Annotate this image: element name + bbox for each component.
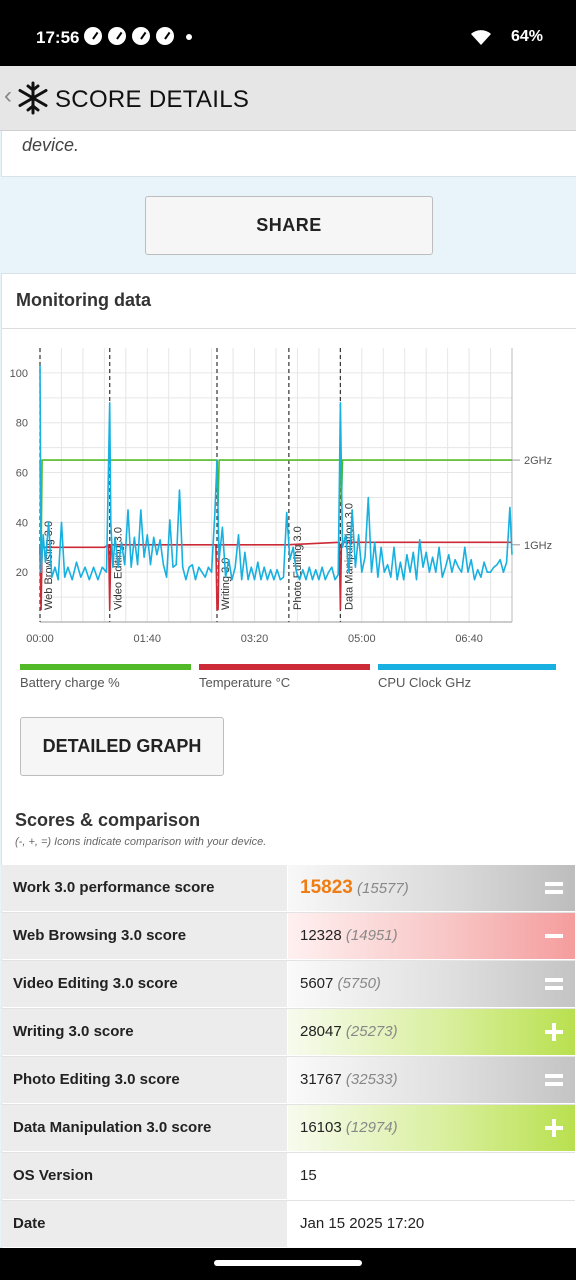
share-button[interactable]: SHARE bbox=[145, 196, 433, 255]
legend-battery: Battery charge % bbox=[20, 664, 191, 694]
battery-percent: 64% bbox=[511, 28, 544, 45]
score-value: 31767 bbox=[300, 1071, 342, 1088]
home-handle[interactable] bbox=[214, 1260, 362, 1266]
row-label: Data Manipulation 3.0 score bbox=[1, 1105, 287, 1151]
equal-icon bbox=[545, 882, 563, 894]
status-time: 17:56 bbox=[36, 28, 80, 47]
section-label: Web Browsing 3.0 bbox=[43, 521, 55, 610]
page-title: SCORE DETAILS bbox=[55, 86, 250, 113]
detailed-graph-button[interactable]: DETAILED GRAPH bbox=[20, 717, 224, 776]
plus-icon bbox=[545, 1023, 563, 1041]
navigation-bar bbox=[0, 1248, 576, 1280]
x-tick-label: 03:20 bbox=[241, 633, 269, 645]
section-label: Photo Editing 3.0 bbox=[292, 526, 304, 610]
divider bbox=[2, 328, 576, 329]
row-value: 12328 (14951) bbox=[288, 913, 575, 959]
date-value: Jan 15 2025 17:20 bbox=[300, 1215, 425, 1232]
legend-temperature: Temperature °C bbox=[199, 664, 370, 694]
os-version-value: 15 bbox=[300, 1167, 317, 1184]
score-reference: (14951) bbox=[345, 927, 398, 944]
row-label: Web Browsing 3.0 score bbox=[1, 913, 287, 959]
legend-temperature-label: Temperature °C bbox=[199, 675, 291, 690]
legend-temperature-swatch bbox=[199, 664, 370, 670]
score-reference: (12974) bbox=[345, 1119, 398, 1136]
score-value: 5607 bbox=[300, 975, 334, 992]
x-tick-label: 06:40 bbox=[455, 633, 483, 645]
equal-icon bbox=[545, 978, 563, 990]
plus-icon bbox=[545, 1119, 563, 1137]
notification-icons bbox=[84, 27, 174, 45]
row-value: 28047 (25273) bbox=[288, 1009, 575, 1055]
more-notifications-icon bbox=[186, 34, 192, 40]
table-row: Photo Editing 3.0 score 31767 (32533) bbox=[1, 1057, 575, 1105]
x-tick-label: 00:00 bbox=[26, 633, 54, 645]
row-value: 5607 (5750) bbox=[288, 961, 575, 1007]
table-row: Work 3.0 performance score 15823 (15577) bbox=[1, 865, 575, 913]
row-label: OS Version bbox=[1, 1153, 287, 1199]
work-score-value: 15823 bbox=[300, 877, 353, 898]
y-tick-label: 100 bbox=[10, 368, 28, 380]
table-row: Web Browsing 3.0 score 12328 (14951) bbox=[1, 913, 575, 961]
x-tick-label: 05:00 bbox=[348, 633, 376, 645]
y-tick-label: 60 bbox=[16, 468, 28, 480]
minus-icon bbox=[545, 934, 563, 938]
speedometer-icon bbox=[132, 27, 150, 45]
table-row: Writing 3.0 score 28047 (25273) bbox=[1, 1009, 575, 1057]
work-score-reference: (15577) bbox=[357, 880, 409, 897]
equal-icon bbox=[545, 1074, 563, 1086]
score-reference: (25273) bbox=[345, 1023, 398, 1040]
row-label: Date bbox=[1, 1201, 287, 1247]
scores-subtitle: (-, +, =) Icons indicate comparison with… bbox=[15, 836, 267, 848]
row-label: Video Editing 3.0 score bbox=[1, 961, 287, 1007]
cpu-clock-line bbox=[39, 365, 513, 581]
temperature-line bbox=[39, 541, 512, 611]
legend-cpu: CPU Clock GHz bbox=[378, 664, 556, 694]
legend-battery-swatch bbox=[20, 664, 191, 670]
legend-cpu-label: CPU Clock GHz bbox=[378, 675, 472, 690]
row-value: Jan 15 2025 17:20 bbox=[288, 1201, 575, 1247]
y-tick-label: 40 bbox=[16, 517, 28, 529]
section-label: Writing 3.0 bbox=[220, 558, 232, 610]
score-reference: (5750) bbox=[337, 975, 381, 992]
x-tick-label: 01:40 bbox=[134, 633, 162, 645]
speedometer-icon bbox=[156, 27, 174, 45]
legend-cpu-swatch bbox=[378, 664, 556, 670]
row-label: Photo Editing 3.0 score bbox=[1, 1057, 287, 1103]
y-tick-label: 20 bbox=[16, 567, 28, 579]
legend-battery-label: Battery charge % bbox=[20, 675, 120, 690]
score-table: Work 3.0 performance score 15823 (15577)… bbox=[1, 865, 575, 1249]
row-value: 15823 (15577) bbox=[288, 865, 575, 911]
speedometer-icon bbox=[84, 27, 102, 45]
score-value: 12328 bbox=[300, 927, 342, 944]
monitoring-chart[interactable]: 20 40 60 80 100 00:00 01:40 03:20 05:00 06:40 2GHz… bbox=[0, 340, 576, 660]
table-row: Data Manipulation 3.0 score 16103 (12974… bbox=[1, 1105, 575, 1153]
row-label: Writing 3.0 score bbox=[1, 1009, 287, 1055]
monitoring-title: Monitoring data bbox=[16, 290, 151, 310]
table-row: OS Version 15 bbox=[1, 1153, 575, 1201]
row-value: 15 bbox=[288, 1153, 575, 1199]
table-row: Date Jan 15 2025 17:20 bbox=[1, 1201, 575, 1249]
description-text: device. bbox=[22, 135, 80, 155]
table-row: Video Editing 3.0 score 5607 (5750) bbox=[1, 961, 575, 1009]
status-bar: 17:56 64% bbox=[0, 0, 576, 66]
scores-title: Scores & comparison bbox=[15, 810, 201, 830]
score-reference: (32533) bbox=[345, 1071, 398, 1088]
speedometer-icon bbox=[108, 27, 126, 45]
snowflake-icon bbox=[18, 81, 48, 115]
right-tick-label: 1GHz bbox=[524, 540, 552, 552]
description-card: device. bbox=[1, 131, 576, 177]
score-value: 16103 bbox=[300, 1119, 342, 1136]
row-value: 16103 (12974) bbox=[288, 1105, 575, 1151]
app-header: ‹ SCORE DETAILS bbox=[0, 66, 576, 131]
row-label: Work 3.0 performance score bbox=[1, 865, 287, 911]
score-value: 28047 bbox=[300, 1023, 342, 1040]
row-value: 31767 (32533) bbox=[288, 1057, 575, 1103]
wifi-icon bbox=[471, 30, 491, 45]
right-tick-label: 2GHz bbox=[524, 455, 552, 467]
back-icon[interactable]: ‹ bbox=[4, 82, 12, 109]
y-tick-label: 80 bbox=[16, 418, 28, 430]
